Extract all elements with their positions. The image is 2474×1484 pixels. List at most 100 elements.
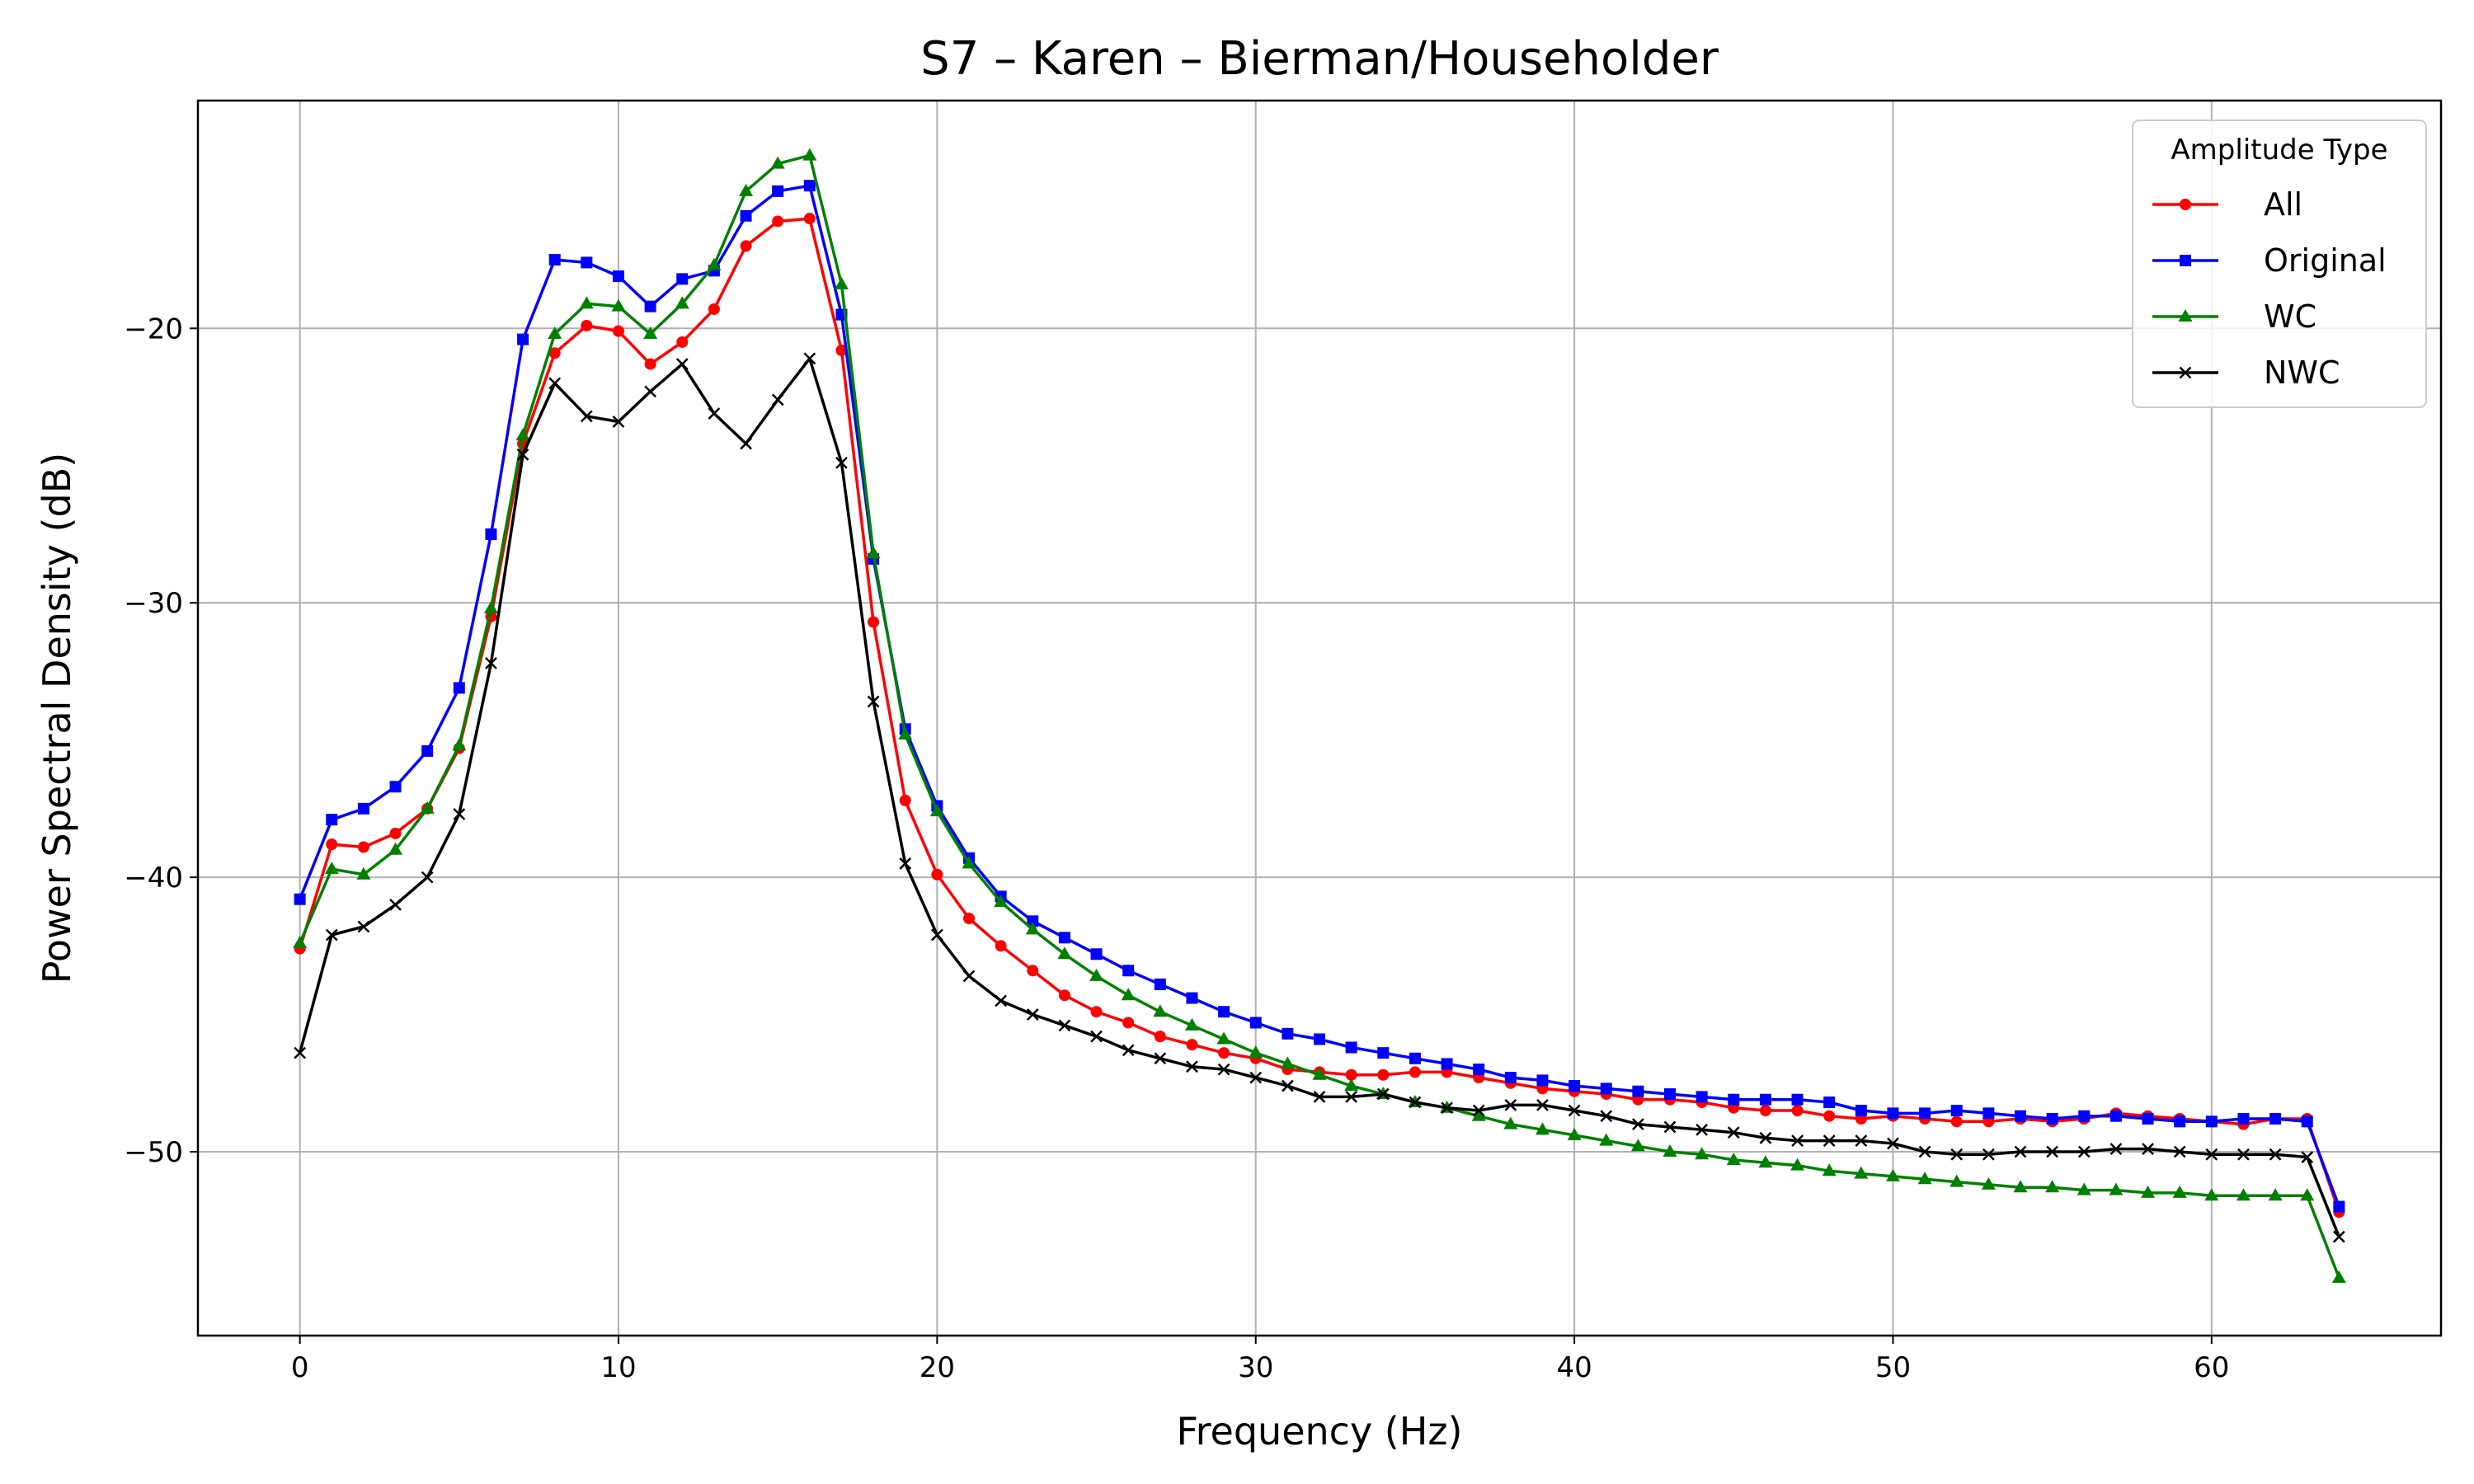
data-point-all xyxy=(772,215,784,228)
data-point-wc xyxy=(2331,1270,2346,1284)
data-point-all xyxy=(995,940,1007,952)
data-point-wc xyxy=(1312,1067,1327,1080)
data-point-nwc xyxy=(580,410,593,423)
data-point-all xyxy=(708,303,720,315)
data-point-original xyxy=(1759,1093,1771,1106)
x-axis-ticks: 0 10 20 30 40 50 60 xyxy=(291,1336,2229,1384)
data-point-wc xyxy=(1822,1163,1837,1176)
data-point-wc xyxy=(579,296,594,309)
legend-entries: All Original WC NWC xyxy=(2152,186,2387,391)
data-point-all xyxy=(1154,1031,1166,1043)
data-point-all xyxy=(1027,965,1039,977)
data-point-all xyxy=(868,616,880,628)
data-point-nwc xyxy=(1727,1126,1740,1139)
plot-area-frame xyxy=(196,99,2443,1337)
data-point-original xyxy=(1664,1088,1676,1101)
legend-marker-nwc xyxy=(2179,366,2192,379)
data-point-wc xyxy=(420,801,435,814)
data-point-original xyxy=(2333,1200,2345,1213)
data-point-original xyxy=(2109,1110,2122,1122)
data-point-nwc xyxy=(995,994,1008,1007)
data-point-nwc xyxy=(930,928,943,942)
legend-entry-wc: WC xyxy=(2152,298,2316,335)
data-point-wc xyxy=(1280,1056,1295,1069)
data-point-wc xyxy=(834,277,849,290)
data-point-wc xyxy=(1153,1004,1168,1017)
data-point-original xyxy=(1090,948,1103,960)
data-point-nwc xyxy=(1122,1044,1135,1057)
data-point-original xyxy=(1919,1107,1931,1120)
data-point-wc xyxy=(1917,1172,1932,1185)
data-point-all xyxy=(1090,1006,1103,1018)
data-point-original xyxy=(2237,1113,2250,1125)
data-point-all xyxy=(1823,1110,1836,1122)
data-point-nwc xyxy=(2109,1143,2123,1156)
x-tick-label: 60 xyxy=(2194,1351,2229,1384)
data-point-nwc xyxy=(294,1046,307,1059)
data-point-original xyxy=(1950,1105,1963,1117)
data-point-original xyxy=(2301,1115,2313,1128)
data-point-wc xyxy=(1503,1116,1518,1129)
data-point-nwc xyxy=(2142,1143,2154,1156)
data-point-all xyxy=(1218,1047,1230,1059)
data-point-original xyxy=(1536,1074,1549,1087)
data-point-original xyxy=(1409,1052,1421,1064)
data-point-original xyxy=(1632,1085,1644,1097)
data-point-all xyxy=(1759,1105,1771,1117)
y-tick-label: −30 xyxy=(124,587,183,620)
data-point-original xyxy=(1314,1033,1325,1045)
x-tick-label: 0 xyxy=(291,1351,309,1384)
data-point-nwc xyxy=(453,808,466,820)
data-point-nwc xyxy=(1918,1145,1931,1158)
data-point-original xyxy=(485,528,497,540)
data-point-nwc xyxy=(516,448,529,461)
data-point-nwc xyxy=(1249,1071,1263,1084)
data-point-nwc xyxy=(835,457,848,469)
data-point-wc xyxy=(1089,968,1104,981)
data-point-original xyxy=(1027,915,1039,928)
data-point-all xyxy=(931,868,943,881)
legend-label-all: All xyxy=(2264,186,2302,223)
data-point-nwc xyxy=(1472,1104,1485,1117)
data-point-nwc xyxy=(1855,1134,1868,1148)
data-point-all xyxy=(389,827,402,839)
data-point-nwc xyxy=(1982,1148,1995,1161)
data-point-all xyxy=(1791,1105,1804,1117)
data-point-original xyxy=(613,270,624,283)
data-point-nwc xyxy=(1759,1131,1772,1144)
data-point-wc xyxy=(866,546,881,559)
data-point-wc xyxy=(2013,1180,2028,1193)
data-point-wc xyxy=(2236,1188,2251,1201)
data-point-nwc xyxy=(771,393,784,406)
data-point-original xyxy=(581,256,593,269)
data-point-wc xyxy=(1025,922,1040,935)
data-point-all xyxy=(548,347,561,359)
data-point-nwc xyxy=(548,377,562,390)
data-point-wc xyxy=(548,326,562,339)
legend: Amplitude Type All Original WC NWC xyxy=(2132,120,2427,408)
data-point-wc xyxy=(515,428,530,441)
data-point-original xyxy=(2174,1115,2186,1128)
data-point-wc xyxy=(1216,1031,1231,1045)
data-point-original xyxy=(357,802,369,815)
data-point-original xyxy=(1282,1027,1294,1040)
data-point-original xyxy=(517,333,529,345)
data-point-nwc xyxy=(2205,1148,2218,1161)
data-point-nwc xyxy=(1058,1019,1071,1032)
data-point-nwc xyxy=(2269,1148,2282,1161)
data-point-original xyxy=(1600,1082,1612,1095)
data-point-wc xyxy=(1885,1168,1900,1181)
data-point-original xyxy=(1345,1041,1357,1054)
data-point-nwc xyxy=(740,437,752,450)
data-point-wc xyxy=(2172,1185,2187,1198)
data-point-nwc xyxy=(1281,1079,1294,1092)
y-tick-label: −20 xyxy=(124,312,183,345)
data-point-original xyxy=(1249,1017,1262,1029)
data-point-nwc xyxy=(803,352,816,365)
data-point-original xyxy=(644,300,656,312)
data-point-original xyxy=(1887,1107,1899,1120)
data-point-wc xyxy=(293,935,308,948)
data-point-original xyxy=(1855,1105,1867,1117)
data-point-wc xyxy=(1630,1139,1645,1152)
data-point-nwc xyxy=(1504,1098,1517,1111)
